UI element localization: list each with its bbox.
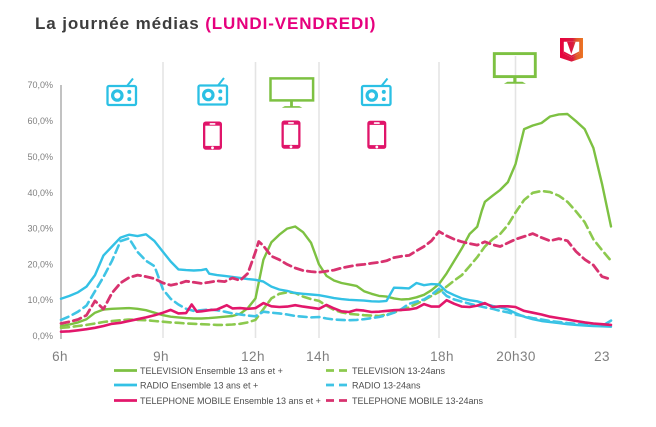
svg-text:TELEPHONE MOBILE 13-24ans: TELEPHONE MOBILE 13-24ans <box>352 396 484 406</box>
svg-text:14h: 14h <box>306 349 330 364</box>
svg-text:10,0%: 10,0% <box>27 295 53 305</box>
svg-text:RADIO Ensemble 13 ans et +: RADIO Ensemble 13 ans et + <box>140 381 258 391</box>
svg-text:40,0%: 40,0% <box>27 188 53 198</box>
svg-text:TELEVISION 13-24ans: TELEVISION 13-24ans <box>352 366 446 376</box>
svg-text:60,0%: 60,0% <box>27 116 53 126</box>
svg-text:6h: 6h <box>52 349 68 364</box>
svg-text:18h: 18h <box>430 349 454 364</box>
svg-text:12h: 12h <box>241 349 265 364</box>
svg-text:9h: 9h <box>153 349 169 364</box>
svg-text:La journée médias (LUNDI-VENDR: La journée médias (LUNDI-VENDREDI) <box>35 14 376 33</box>
svg-text:23: 23 <box>594 349 610 364</box>
svg-text:70,0%: 70,0% <box>27 80 53 90</box>
svg-text:TELEPHONE MOBILE Ensemble 13 a: TELEPHONE MOBILE Ensemble 13 ans et + <box>140 396 321 406</box>
svg-text:20h30: 20h30 <box>496 349 536 364</box>
svg-text:30,0%: 30,0% <box>27 224 53 234</box>
svg-text:20,0%: 20,0% <box>27 260 53 270</box>
svg-text:50,0%: 50,0% <box>27 152 53 162</box>
svg-text:0,0%: 0,0% <box>32 331 53 341</box>
svg-text:RADIO 13-24ans: RADIO 13-24ans <box>352 381 421 391</box>
svg-text:TELEVISION Ensemble 13 ans et: TELEVISION Ensemble 13 ans et + <box>140 366 283 376</box>
